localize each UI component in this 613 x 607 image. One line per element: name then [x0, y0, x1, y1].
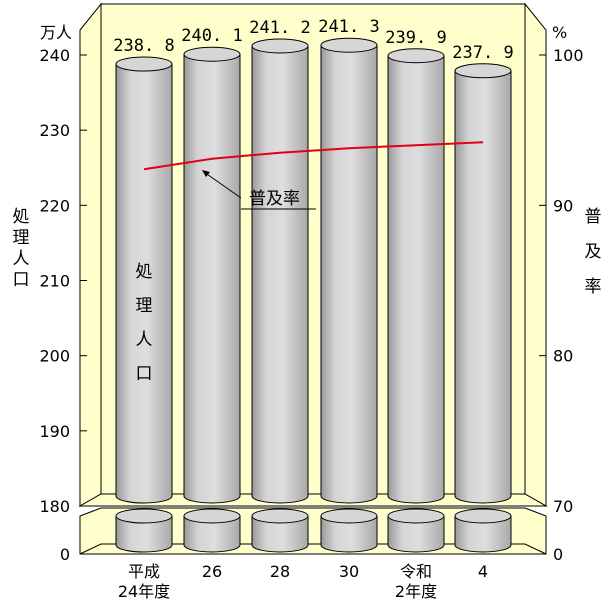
right-wall: [524, 2, 547, 507]
bar-value-label: 241. 3: [318, 17, 379, 37]
left-tick-label: 200: [39, 347, 70, 366]
bar-base-top: [251, 508, 309, 524]
bar-base: [320, 515, 378, 553]
bar-value-label: 240. 1: [181, 26, 242, 46]
bar-value-label: 238. 8: [113, 36, 174, 56]
bar: 238. 8: [113, 36, 175, 553]
left-tick-label: 190: [39, 422, 70, 441]
right-tick-label: 80: [553, 347, 573, 366]
category-label: 4: [478, 562, 488, 581]
bar-base: [387, 515, 445, 553]
left-tick-label: 240: [39, 46, 70, 65]
annotation-arrowhead: [202, 170, 210, 177]
right-axis-label: 普及率: [585, 207, 602, 297]
bar-base-top: [115, 508, 173, 524]
bar-base-top: [320, 508, 378, 524]
right-tick-label: 100: [553, 46, 584, 65]
bar-body: [454, 70, 512, 504]
right-axis-ticks: 0 70 80 90 100: [539, 46, 584, 564]
bar-value-label: 241. 2: [249, 18, 310, 38]
right-tick-label: 70: [553, 497, 573, 516]
bar-top: [387, 48, 445, 64]
bar-base: [251, 515, 309, 553]
bar-value-label: 237. 9: [452, 43, 513, 63]
line-series: [143, 141, 484, 171]
bar-top: [251, 38, 309, 54]
bar-body: [115, 63, 173, 504]
bar-body: [320, 44, 378, 504]
bar: 241. 3: [318, 17, 380, 553]
bar: 241. 2: [249, 18, 311, 553]
right-axis-unit: %: [552, 23, 567, 42]
bar: 240. 1: [181, 26, 243, 553]
bar-series: 238. 8 240. 1 241. 2 241. 3 239. 9 237. 9: [113, 17, 514, 553]
line-annotation: 普及率: [202, 170, 316, 210]
left-axis-label: 処理人口: [13, 207, 30, 290]
left-tick-label: 0: [60, 545, 70, 564]
category-labels: 平成 24年度 26 28 30 令和 2年度 4: [118, 562, 488, 601]
category-label: 30: [339, 562, 359, 581]
bar-top: [454, 63, 512, 79]
bar-top: [183, 46, 241, 62]
category-label: 28: [270, 562, 290, 581]
bar-top: [115, 56, 173, 72]
left-tick-label: 220: [39, 196, 70, 215]
bar-body: [183, 53, 241, 504]
bar-base-top: [387, 508, 445, 524]
category-label: 令和 2年度: [395, 562, 437, 601]
left-tick-label: 230: [39, 121, 70, 140]
right-tick-label: 0: [553, 545, 563, 564]
left-axis-ticks: 0 180 190 200 210 220 230 240: [39, 46, 87, 564]
left-tick-label: 210: [39, 272, 70, 291]
category-label: 平成 24年度: [118, 562, 170, 601]
bar: 239. 9: [385, 28, 447, 553]
bar-body: [251, 45, 309, 504]
left-tick-label: 180: [39, 497, 70, 516]
bar-base-top: [183, 508, 241, 524]
bar-base: [183, 515, 241, 553]
bar-top: [320, 37, 378, 53]
annotation-label: 普及率: [249, 189, 300, 209]
bar: 237. 9: [452, 43, 514, 553]
bar-value-label: 239. 9: [385, 28, 446, 48]
bar-base: [454, 515, 512, 553]
bar-base-top: [454, 508, 512, 524]
coverage-rate-line: [143, 141, 484, 171]
bar-body: [387, 55, 445, 504]
annotation-pointer: [203, 171, 242, 199]
left-axis-unit: 万人: [40, 23, 72, 42]
category-label: 26: [202, 562, 222, 581]
bar-base: [115, 515, 173, 553]
series-label-processed-population: 処理人口: [136, 262, 153, 384]
right-tick-label: 90: [553, 196, 573, 215]
